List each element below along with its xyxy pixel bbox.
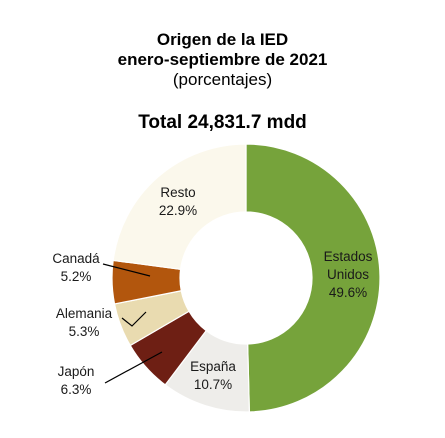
slice-label-canada: Canadá 5.2% — [52, 251, 100, 284]
chart-subtitle: enero-septiembre de 2021 — [117, 50, 328, 69]
slice-label-alemania: Alemania 5.3% — [56, 306, 113, 339]
chart-total: Total 24,831.7 mdd — [138, 112, 307, 133]
slice-label-espana: España 10.7% — [190, 359, 236, 392]
leader-line-japon — [104, 351, 163, 384]
slice-value-label: 22.9% — [159, 203, 197, 218]
slice-category-label: Canadá — [52, 251, 100, 266]
slice-estados-unidos — [245, 143, 381, 413]
slice-category-label: Japón — [58, 364, 95, 379]
slice-category-label: Alemania — [56, 306, 113, 321]
chart-title: Origen de la IED — [156, 30, 289, 49]
slice-value-label: 5.3% — [69, 324, 100, 339]
slice-value-label: 49.6% — [329, 285, 367, 300]
slice-value-label: 6.3% — [61, 382, 92, 397]
leader-line-canada — [102, 263, 151, 277]
slice-category-label: Estados — [324, 249, 373, 264]
slice-label-estados-unidos: Estados Unidos 49.6% — [324, 249, 373, 300]
slice-value-label: 5.2% — [61, 269, 92, 284]
slice-label-japon: Japón 6.3% — [58, 364, 95, 397]
slice-category-label: Resto — [160, 185, 195, 200]
leader-lines — [102, 263, 163, 384]
leader-line-alemania — [121, 311, 147, 327]
slice-labels: Estados Unidos 49.6% España 10.7% Japón 6.3% Al… — [52, 185, 372, 397]
slice-category-label: España — [190, 359, 236, 374]
slice-resto — [112, 143, 247, 270]
chart-unit-note: (porcentajes) — [172, 70, 273, 89]
slice-category-label: Unidos — [327, 267, 369, 282]
slice-value-label: 10.7% — [194, 377, 232, 392]
slice-label-resto: Resto 22.9% — [159, 185, 197, 218]
